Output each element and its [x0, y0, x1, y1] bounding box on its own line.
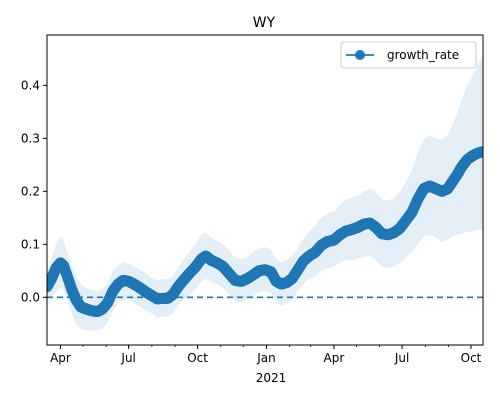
confidence-band: [47, 56, 483, 331]
legend-marker-swatch: [355, 50, 365, 60]
x-tick-label: Oct: [187, 351, 208, 365]
x-axis: Apr Jul Oct Jan Apr Jul Oct: [50, 345, 482, 365]
legend-entry-growth-rate: growth_rate: [387, 48, 459, 62]
data-point: [477, 146, 483, 158]
plot-frame: [46, 34, 484, 346]
y-tick-label: 0.1: [21, 237, 40, 251]
x-tick-label: Jul: [394, 351, 409, 365]
y-tick-label: 0.2: [21, 184, 40, 198]
legend-box: [340, 41, 477, 69]
x-tick-label: Jan: [256, 351, 276, 365]
x-tick-label: Apr: [324, 351, 345, 365]
y-tick-label: 0.4: [21, 78, 40, 92]
plot-area: [46, 34, 484, 346]
legend: growth_rate: [340, 41, 477, 69]
y-axis: 0.0 0.1 0.2 0.3 0.4: [21, 78, 47, 304]
y-tick-label: 0.0: [21, 290, 40, 304]
x-axis-year-label: 2021: [256, 371, 287, 385]
x-tick-label: Oct: [461, 351, 482, 365]
y-tick-label: 0.3: [21, 131, 40, 145]
confidence-band-layer: [47, 56, 483, 331]
chart-title: WY: [253, 15, 276, 31]
x-tick-label: Jul: [120, 351, 135, 365]
series-line-layer: [47, 146, 483, 318]
x-tick-label: Apr: [50, 351, 71, 365]
